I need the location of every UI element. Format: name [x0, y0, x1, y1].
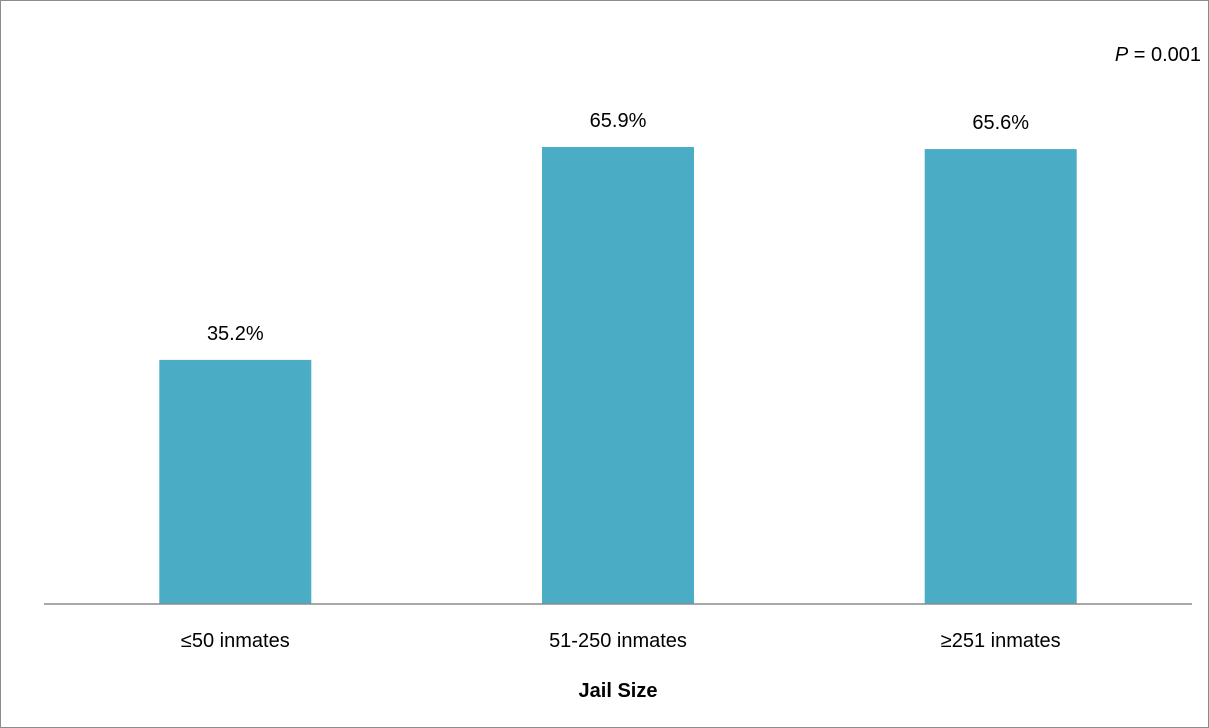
x-tick-label-3: ≥251 inmates: [941, 630, 1061, 652]
bar-2: [542, 147, 694, 604]
x-tick-label-2: 51-250 inmates: [549, 630, 687, 652]
p-value-text: = 0.001: [1128, 44, 1201, 66]
data-label-2: 65.9%: [590, 110, 647, 132]
bar-1: [159, 359, 312, 604]
p-value-annotation: P = 0.001: [1115, 44, 1201, 66]
x-tick-label-1: ≤50 inmates: [181, 630, 290, 652]
x-axis-title: Jail Size: [579, 680, 658, 702]
p-symbol: P: [1115, 44, 1129, 66]
bar-3: [924, 149, 1077, 604]
bars-layer: [159, 147, 1077, 604]
labels-layer: 35.2% ≤50 inmates 65.9% 51-250 inmates 65.6%…: [181, 110, 1061, 652]
data-label-3: 65.6%: [972, 112, 1029, 134]
data-label-1: 35.2%: [207, 323, 264, 345]
